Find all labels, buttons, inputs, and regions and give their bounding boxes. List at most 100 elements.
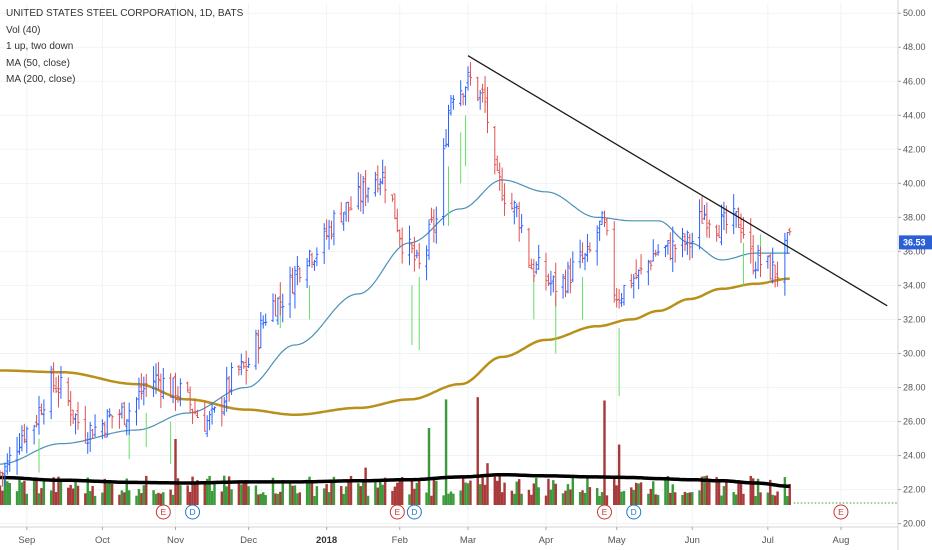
volume-bar <box>8 483 11 505</box>
volume-bar <box>500 492 504 505</box>
price-bar <box>595 225 599 266</box>
volume-bar <box>673 492 677 505</box>
volume-bar <box>291 485 294 505</box>
price-bar <box>8 446 12 472</box>
volume-bar <box>634 482 638 505</box>
volume-bar <box>357 483 360 505</box>
volume-bar <box>759 492 762 505</box>
y-tick-label: 40.00 <box>903 178 926 188</box>
volume-bar <box>93 495 97 505</box>
x-tick-label: Jul <box>762 535 774 546</box>
volume-bar <box>364 467 367 505</box>
volume-bar <box>554 483 557 505</box>
volume-bar <box>630 487 633 505</box>
price-bar <box>254 329 258 370</box>
price-bar <box>517 201 521 242</box>
y-tick-label: 30.00 <box>903 348 926 358</box>
volume-bar <box>664 477 667 505</box>
legend-ma50[interactable]: MA (50, close) <box>6 57 70 69</box>
price-bar <box>417 243 421 269</box>
price-bar <box>427 219 431 261</box>
ma50-path <box>0 179 790 465</box>
volume-bar <box>647 493 650 505</box>
price-bar <box>605 218 609 236</box>
volume-bar <box>493 476 497 505</box>
volume-bar <box>86 477 89 505</box>
volume-bar <box>737 480 740 505</box>
price-bar <box>151 366 156 397</box>
price-bar <box>100 419 104 440</box>
volume-bar <box>142 485 146 505</box>
price-bar <box>156 361 161 391</box>
volume-bar <box>527 489 531 505</box>
price-bar <box>15 436 19 475</box>
legend-volume[interactable]: Vol (40) <box>6 24 41 36</box>
x-tick-label: Sep <box>18 535 35 546</box>
legend-ma200[interactable]: MA (200, close) <box>6 74 76 85</box>
price-bar <box>412 236 416 272</box>
price-bar <box>639 254 643 275</box>
volume-bar <box>749 475 752 505</box>
price-bar <box>276 297 280 325</box>
volume-bar <box>118 494 121 505</box>
price-bar <box>66 377 70 406</box>
volume-bar <box>106 483 109 505</box>
volume-bar <box>205 478 209 505</box>
price-bar <box>715 224 719 242</box>
price-bar <box>278 282 282 316</box>
price-bar <box>5 453 9 475</box>
volume-bar <box>566 484 570 505</box>
price-bar <box>242 361 246 369</box>
price-bar <box>310 252 314 268</box>
volume-bar <box>288 482 292 505</box>
volume-bars <box>0 397 897 505</box>
price-bar <box>295 255 299 286</box>
earnings-event: E <box>597 504 612 520</box>
price-bar <box>688 233 692 261</box>
y-tick-label: 36.00 <box>903 246 926 256</box>
price-bar <box>203 402 207 432</box>
volume-bar <box>569 489 572 505</box>
pin-bars <box>38 115 761 473</box>
price-bar <box>571 251 575 283</box>
price-bar <box>432 209 436 243</box>
volume-bar <box>571 477 575 505</box>
x-tick-label: Mar <box>460 535 476 546</box>
volume-bar <box>145 475 148 505</box>
price-bar <box>390 194 395 202</box>
price-bar <box>463 86 468 106</box>
volume-bar <box>3 477 7 505</box>
y-tick-label: 44.00 <box>903 110 926 120</box>
volume-bar <box>157 492 160 505</box>
price-bar <box>537 244 541 270</box>
volume-bar <box>483 484 487 505</box>
price-bar <box>307 249 312 267</box>
volume-bar <box>669 492 672 505</box>
volume-bar <box>605 495 609 505</box>
volume-bar <box>561 493 565 505</box>
volume-bar <box>313 496 316 505</box>
volume-bar <box>125 478 128 505</box>
volume-bar <box>517 479 521 505</box>
volume-bar <box>223 475 226 505</box>
price-bar <box>532 258 536 283</box>
legend-pattern[interactable]: 1 up, two down <box>6 41 74 52</box>
price-bar <box>91 428 95 439</box>
price-bar <box>325 219 329 240</box>
event-circle <box>406 504 422 520</box>
volume-bar <box>18 480 21 505</box>
volume-bar <box>88 491 92 505</box>
price-bar <box>705 202 709 238</box>
price-bar <box>766 255 770 269</box>
volume-bar <box>169 489 172 505</box>
price-bar <box>329 220 334 240</box>
x-tick-label: Dec <box>240 535 257 546</box>
price-bar <box>424 245 429 281</box>
volume-bar <box>720 495 723 505</box>
price-bar <box>785 232 789 254</box>
event-label: E <box>838 507 844 517</box>
price-bar <box>108 408 112 418</box>
price-bar <box>342 211 346 231</box>
volume-bar <box>342 493 345 505</box>
